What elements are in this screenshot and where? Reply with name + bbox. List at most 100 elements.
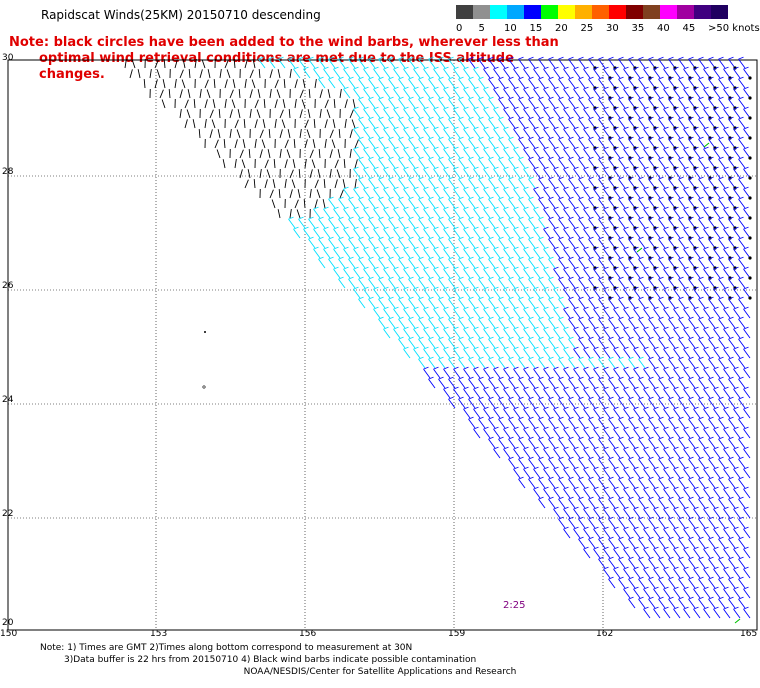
- wind-barb: [279, 109, 284, 119]
- wind-barb: [478, 158, 486, 169]
- wind-barb-feather: [483, 306, 489, 310]
- wind-barb: [703, 468, 711, 479]
- wind-barb-feather: [448, 216, 454, 220]
- wind-barb: [413, 228, 421, 239]
- wind-barb-feather: [668, 236, 674, 240]
- wind-barb-feather: [563, 346, 569, 350]
- wind-barb-feather: [603, 306, 609, 310]
- wind-barb-feather: [388, 96, 394, 100]
- wind-barb: [478, 278, 486, 289]
- wind-barb: [713, 408, 721, 419]
- wind-barb: [498, 298, 506, 309]
- wind-barb: [468, 278, 476, 289]
- wind-barb: [508, 238, 516, 249]
- wind-barb-feather: [558, 176, 564, 180]
- wind-barb: [313, 118, 316, 129]
- wind-barb-feather: [733, 326, 739, 330]
- wind-barb: [336, 169, 341, 179]
- wind-barb: [398, 78, 406, 89]
- wind-barb: [498, 338, 506, 349]
- wind-barb: [423, 308, 431, 319]
- wind-barb-feather: [358, 76, 364, 80]
- wind-barb: [658, 518, 666, 529]
- wind-barb-feather: [658, 136, 664, 140]
- wind-barb-feather: [643, 606, 649, 610]
- wind-barb-feather: [623, 266, 629, 270]
- wind-barb: [558, 238, 566, 249]
- scale-swatch: [575, 5, 592, 19]
- wind-barb: [179, 109, 182, 119]
- scale-swatch: [643, 5, 660, 19]
- wind-barb: [593, 388, 601, 399]
- wind-barb: [618, 358, 626, 369]
- wind-barb: [693, 328, 701, 339]
- wind-barb: [718, 598, 726, 609]
- wind-barb-feather: [708, 476, 714, 480]
- wind-barb: [643, 408, 651, 419]
- wind-barb-feather: [703, 286, 709, 290]
- wind-barb-feather: [658, 296, 664, 300]
- wind-barb: [698, 378, 706, 389]
- wind-barb: [653, 388, 661, 399]
- wind-barb-feather: [618, 356, 624, 360]
- wind-barb-feather: [463, 366, 469, 370]
- wind-barb-feather: [618, 296, 624, 300]
- wind-barb-feather: [398, 296, 404, 300]
- wind-barb: [703, 268, 711, 279]
- wind-barb-feather: [703, 226, 709, 230]
- wind-barb: [693, 468, 701, 479]
- wind-barb-feather: [613, 426, 619, 430]
- wind-barb: [743, 368, 751, 379]
- wind-barb: [358, 178, 366, 189]
- wind-barb-feather: [708, 396, 714, 400]
- wind-barb-feather: [678, 376, 684, 380]
- wind-barb-feather: [743, 166, 749, 170]
- wind-barb: [383, 228, 391, 239]
- wind-barb-feather: [413, 226, 419, 230]
- wind-barb-feather: [648, 436, 654, 440]
- wind-barb: [448, 298, 456, 309]
- wind-barb-feather: [308, 56, 314, 60]
- wind-barb: [277, 209, 281, 219]
- wind-barb: [608, 238, 616, 249]
- wind-barb: [568, 478, 576, 489]
- wind-barb-feather: [348, 216, 354, 220]
- wind-barb-feather: [443, 346, 449, 350]
- wind-barb-feather: [563, 506, 569, 510]
- wind-barb: [343, 268, 351, 279]
- wind-barb: [513, 88, 521, 99]
- wind-barb: [643, 508, 651, 519]
- wind-barb: [573, 148, 581, 159]
- wind-barb: [573, 88, 581, 99]
- wind-barb: [633, 128, 641, 139]
- wind-barb-feather: [383, 166, 389, 170]
- wind-barb-feather: [528, 356, 534, 360]
- wind-barb: [543, 128, 551, 139]
- wind-barb-feather: [708, 336, 714, 340]
- wind-barb-feather: [348, 196, 354, 200]
- wind-barb-feather: [718, 276, 724, 280]
- wind-barb: [229, 89, 234, 99]
- wind-barb: [528, 218, 536, 229]
- wind-barb-feather: [728, 276, 734, 280]
- wind-barb-feather: [718, 496, 724, 500]
- wind-barb: [693, 368, 701, 379]
- wind-barb: [568, 398, 576, 409]
- wind-barb: [558, 218, 566, 229]
- wind-barb-feather: [658, 356, 664, 360]
- wind-barb: [154, 79, 158, 89]
- wind-barb-feather: [393, 306, 399, 310]
- wind-barb: [603, 108, 611, 119]
- wind-barb: [473, 208, 481, 219]
- wind-barb-feather: [488, 116, 494, 120]
- wind-barb-feather: [428, 376, 434, 380]
- wind-barb: [528, 98, 536, 109]
- wind-barb: [633, 308, 641, 319]
- wind-barb-feather: [268, 56, 274, 60]
- wind-barb: [688, 558, 696, 569]
- wind-barb-feather: [703, 466, 709, 470]
- wind-barb-feather: [563, 446, 569, 450]
- wind-barb-feather: [433, 226, 439, 230]
- wind-barb-feather: [648, 496, 654, 500]
- wind-barb: [708, 158, 716, 169]
